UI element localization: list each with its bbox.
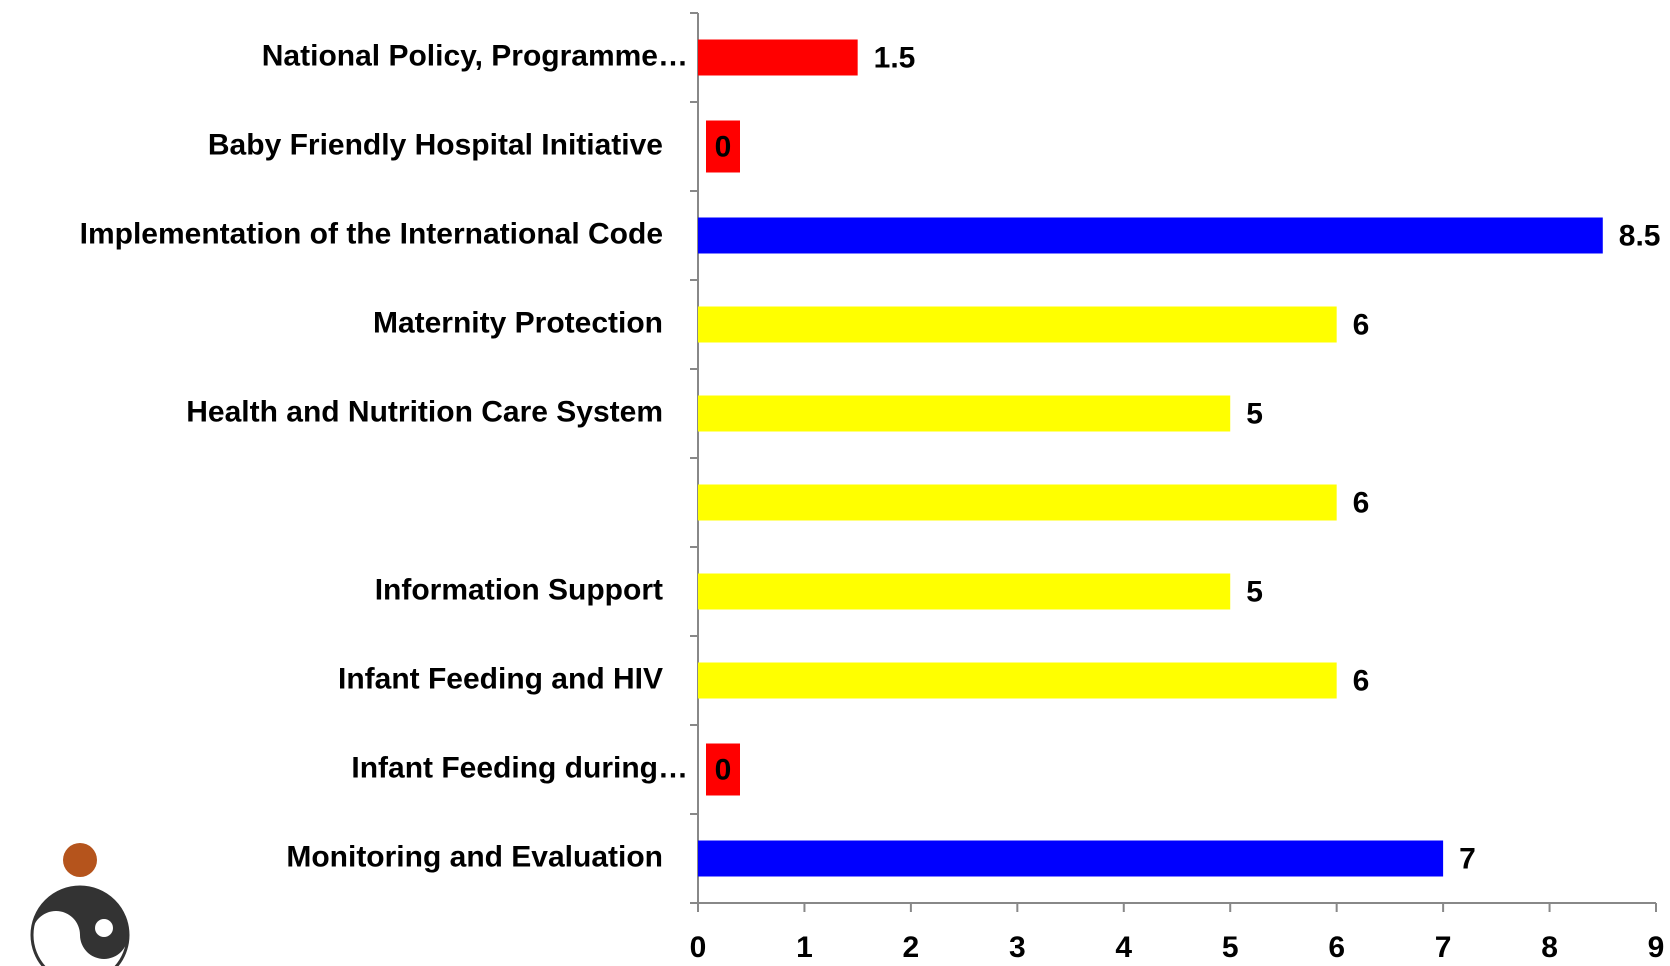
value-label-box (706, 743, 740, 796)
value-label: 6 (1353, 486, 1370, 519)
x-tick-label: 6 (1328, 931, 1345, 964)
bar (698, 306, 1337, 343)
value-label: 1.5 (874, 41, 916, 74)
x-tick-label: 7 (1435, 931, 1452, 964)
value-label: 7 (1459, 842, 1476, 875)
value-label: 5 (1246, 575, 1263, 608)
bar (698, 573, 1231, 610)
y-tick-label: Maternity Protection (373, 306, 663, 339)
bar (698, 662, 1337, 699)
y-tick-label: Monitoring and Evaluation (286, 840, 663, 873)
bar (698, 840, 1444, 877)
value-label: 6 (1353, 664, 1370, 697)
value-label: 8.5 (1619, 219, 1661, 252)
x-tick-label: 3 (1009, 931, 1026, 964)
y-tick-label: Implementation of the International Code (80, 217, 663, 250)
value-label: 0 (715, 130, 732, 163)
x-tick-label: 5 (1222, 931, 1239, 964)
y-tick-label: Baby Friendly Hospital Initiative (208, 128, 663, 161)
y-tick-label: Infant Feeding and HIV (338, 662, 663, 695)
x-tick-label: 1 (796, 931, 813, 964)
bar (698, 484, 1337, 521)
x-tick-label: 8 (1541, 931, 1558, 964)
logo (30, 843, 130, 966)
value-label: 0 (715, 753, 732, 786)
y-tick-label: Health and Nutrition Care System (186, 395, 663, 428)
x-tick-label: 0 (690, 931, 707, 964)
bar (698, 39, 858, 76)
value-label-box (706, 120, 740, 173)
y-tick-label: Infant Feeding during… (351, 751, 688, 784)
y-tick-label: Information Support (375, 573, 663, 606)
x-tick-label: 4 (1115, 931, 1132, 964)
x-tick-label: 9 (1648, 931, 1665, 964)
y-tick-label: National Policy, Programme… (262, 39, 688, 72)
x-tick-label: 2 (903, 931, 920, 964)
value-label: 5 (1246, 397, 1263, 430)
value-label: 6 (1353, 308, 1370, 341)
bar (698, 395, 1231, 432)
bar (698, 217, 1603, 254)
